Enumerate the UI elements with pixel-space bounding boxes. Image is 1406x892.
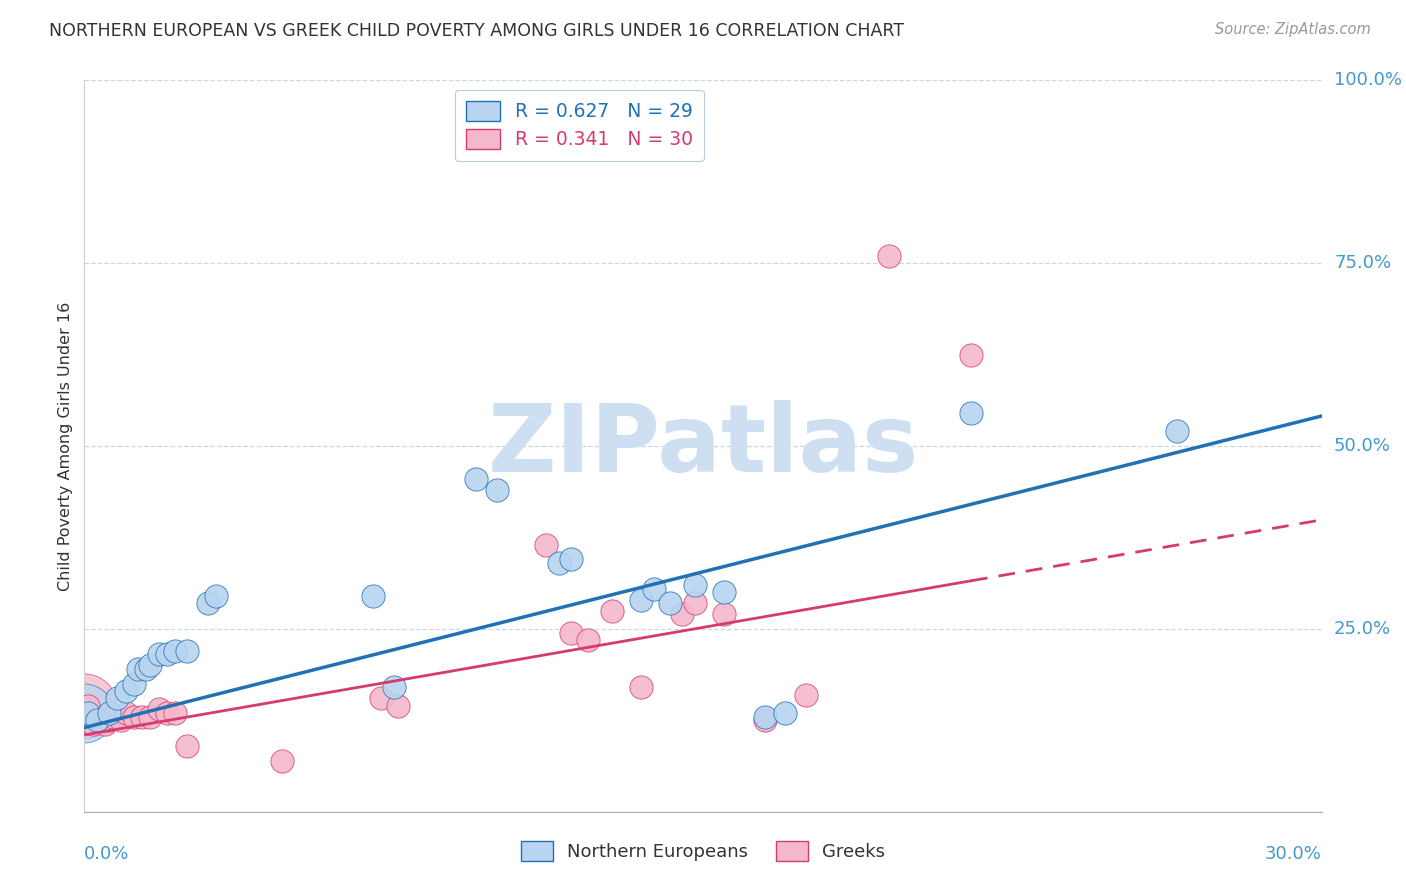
Point <box>131 709 153 723</box>
Point <box>77 698 100 713</box>
Point <box>1166 425 1188 439</box>
Y-axis label: Child Poverty Among Girls Under 16: Child Poverty Among Girls Under 16 <box>58 301 73 591</box>
Point <box>205 589 228 603</box>
Point <box>176 644 198 658</box>
Point <box>77 706 100 720</box>
Legend: Northern Europeans, Greeks: Northern Europeans, Greeks <box>513 834 893 869</box>
Point <box>148 702 170 716</box>
Text: ZIPatlas: ZIPatlas <box>488 400 918 492</box>
Point <box>105 691 128 706</box>
Point <box>536 538 558 552</box>
Point <box>713 607 735 622</box>
Text: 30.0%: 30.0% <box>1265 845 1322 863</box>
Text: 0.0%: 0.0% <box>84 845 129 863</box>
Point <box>114 684 136 698</box>
Point <box>794 688 817 702</box>
Point <box>103 709 125 723</box>
Text: NORTHERN EUROPEAN VS GREEK CHILD POVERTY AMONG GIRLS UNDER 16 CORRELATION CHART: NORTHERN EUROPEAN VS GREEK CHILD POVERTY… <box>49 22 904 40</box>
Point <box>176 739 198 753</box>
Point <box>165 706 187 720</box>
Point <box>127 662 149 676</box>
Point <box>754 709 776 723</box>
Point <box>659 596 682 610</box>
Point <box>754 714 776 728</box>
Point <box>73 706 96 720</box>
Text: 100.0%: 100.0% <box>1334 71 1402 89</box>
Point <box>122 709 145 723</box>
Point <box>90 714 112 728</box>
Point <box>630 681 652 695</box>
Point <box>643 582 665 596</box>
Text: 50.0%: 50.0% <box>1334 437 1391 455</box>
Point <box>382 681 405 695</box>
Point <box>387 698 409 713</box>
Point <box>465 472 488 486</box>
Text: Source: ZipAtlas.com: Source: ZipAtlas.com <box>1215 22 1371 37</box>
Text: 75.0%: 75.0% <box>1334 254 1391 272</box>
Point <box>122 676 145 690</box>
Point <box>156 706 179 720</box>
Point <box>73 698 96 713</box>
Point <box>560 552 582 566</box>
Point <box>960 348 983 362</box>
Point <box>156 648 179 662</box>
Point <box>485 483 508 497</box>
Point <box>139 709 162 723</box>
Point <box>960 406 983 420</box>
Point <box>94 717 117 731</box>
Point <box>82 717 104 731</box>
Point <box>114 706 136 720</box>
Text: 25.0%: 25.0% <box>1334 620 1391 638</box>
Point <box>775 706 797 720</box>
Point <box>98 706 121 720</box>
Point <box>271 754 294 768</box>
Point <box>361 589 384 603</box>
Point <box>86 714 108 728</box>
Point <box>713 585 735 599</box>
Point <box>877 249 900 263</box>
Point <box>148 648 170 662</box>
Point <box>370 691 392 706</box>
Point <box>135 662 157 676</box>
Point <box>547 556 569 570</box>
Point <box>560 625 582 640</box>
Point <box>600 603 623 617</box>
Point <box>165 644 187 658</box>
Point <box>110 714 132 728</box>
Point <box>683 596 706 610</box>
Point <box>98 714 121 728</box>
Point <box>683 578 706 592</box>
Point <box>576 632 599 647</box>
Point <box>197 596 219 610</box>
Point <box>139 658 162 673</box>
Point <box>630 592 652 607</box>
Point <box>671 607 693 622</box>
